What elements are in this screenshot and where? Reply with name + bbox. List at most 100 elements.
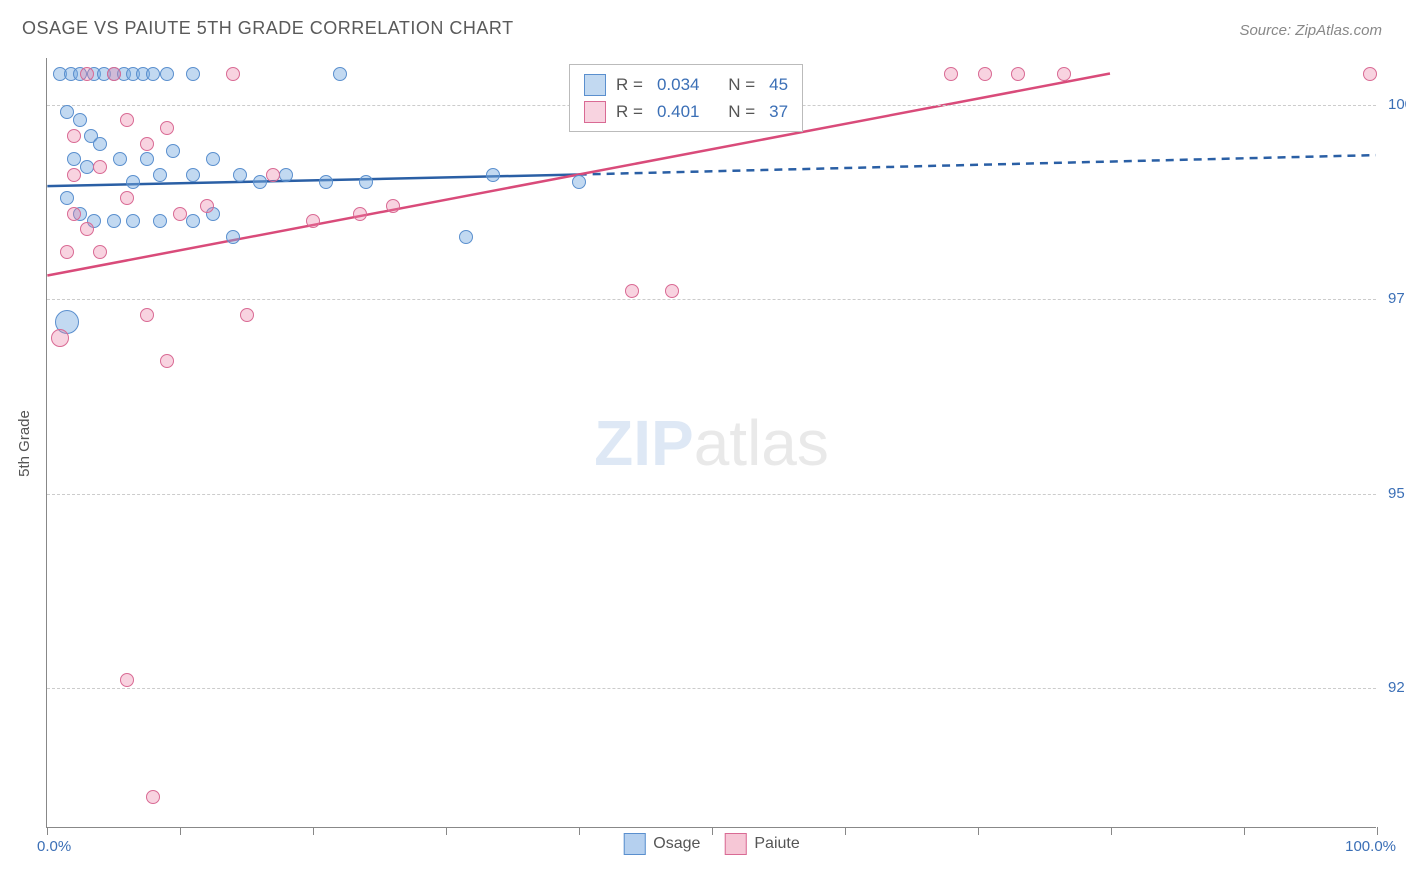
scatter-point-osage — [253, 175, 267, 189]
scatter-point-osage — [359, 175, 373, 189]
y-axis-label: 5th Grade — [16, 410, 33, 477]
scatter-point-paiute — [306, 214, 320, 228]
x-axis-min-label: 0.0% — [37, 838, 71, 855]
scatter-point-paiute — [200, 199, 214, 213]
chart-plot-area: ZIPatlas R = 0.034 N = 45 R = 0.401 N = … — [46, 58, 1376, 828]
scatter-point-osage — [126, 214, 140, 228]
legend-r-value-osage: 0.034 — [657, 71, 700, 98]
scatter-point-paiute — [978, 67, 992, 81]
scatter-point-paiute — [353, 207, 367, 221]
scatter-point-paiute — [120, 113, 134, 127]
scatter-point-osage — [146, 67, 160, 81]
y-tick-label: 95.0% — [1380, 485, 1406, 502]
x-tick — [579, 827, 580, 835]
scatter-point-osage — [73, 113, 87, 127]
y-tick-label: 97.5% — [1380, 290, 1406, 307]
scatter-point-paiute — [226, 67, 240, 81]
legend-n-value-paiute: 37 — [769, 98, 788, 125]
legend-n-label: N = — [728, 98, 755, 125]
scatter-point-paiute — [67, 129, 81, 143]
x-axis-max-label: 100.0% — [1345, 838, 1396, 855]
scatter-point-osage — [233, 168, 247, 182]
correlation-legend: R = 0.034 N = 45 R = 0.401 N = 37 — [569, 64, 803, 132]
scatter-point-osage — [459, 230, 473, 244]
chart-title: OSAGE VS PAIUTE 5TH GRADE CORRELATION CH… — [22, 18, 514, 39]
scatter-point-paiute — [93, 245, 107, 259]
scatter-point-paiute — [51, 329, 69, 347]
watermark: ZIPatlas — [594, 406, 829, 480]
scatter-point-osage — [67, 152, 81, 166]
scatter-point-osage — [126, 175, 140, 189]
scatter-point-osage — [226, 230, 240, 244]
scatter-point-osage — [60, 191, 74, 205]
series-legend-paiute: Paiute — [724, 833, 799, 855]
scatter-point-paiute — [80, 222, 94, 236]
series-legend: Osage Paiute — [623, 833, 800, 855]
scatter-point-osage — [93, 137, 107, 151]
scatter-point-paiute — [146, 790, 160, 804]
x-tick — [446, 827, 447, 835]
y-tick-label: 92.5% — [1380, 679, 1406, 696]
series-legend-osage: Osage — [623, 833, 700, 855]
source-attribution: Source: ZipAtlas.com — [1239, 22, 1382, 39]
x-tick — [180, 827, 181, 835]
scatter-point-paiute — [386, 199, 400, 213]
x-tick — [1244, 827, 1245, 835]
scatter-point-paiute — [266, 168, 280, 182]
scatter-point-paiute — [120, 673, 134, 687]
legend-row-paiute: R = 0.401 N = 37 — [584, 98, 788, 125]
watermark-rest: atlas — [694, 407, 829, 479]
scatter-point-paiute — [60, 245, 74, 259]
scatter-point-paiute — [1011, 67, 1025, 81]
x-tick — [313, 827, 314, 835]
scatter-point-paiute — [665, 284, 679, 298]
series-label-osage: Osage — [653, 835, 700, 853]
scatter-point-osage — [153, 214, 167, 228]
x-tick — [978, 827, 979, 835]
series-swatch-paiute — [724, 833, 746, 855]
scatter-point-osage — [160, 67, 174, 81]
scatter-point-osage — [186, 67, 200, 81]
scatter-point-paiute — [173, 207, 187, 221]
scatter-point-paiute — [240, 308, 254, 322]
gridline: 97.5% — [47, 299, 1376, 300]
legend-n-label: N = — [728, 71, 755, 98]
gridline: 95.0% — [47, 494, 1376, 495]
scatter-point-osage — [60, 105, 74, 119]
scatter-point-paiute — [1057, 67, 1071, 81]
legend-swatch-paiute — [584, 101, 606, 123]
watermark-bold: ZIP — [594, 407, 694, 479]
legend-swatch-osage — [584, 74, 606, 96]
scatter-point-osage — [107, 214, 121, 228]
scatter-point-paiute — [140, 308, 154, 322]
scatter-point-osage — [113, 152, 127, 166]
scatter-point-osage — [319, 175, 333, 189]
scatter-point-paiute — [1363, 67, 1377, 81]
scatter-point-osage — [279, 168, 293, 182]
scatter-point-paiute — [67, 207, 81, 221]
legend-r-label: R = — [616, 71, 643, 98]
scatter-point-paiute — [80, 67, 94, 81]
y-tick-label: 100.0% — [1380, 96, 1406, 113]
scatter-point-paiute — [160, 121, 174, 135]
x-tick — [47, 827, 48, 835]
scatter-point-osage — [486, 168, 500, 182]
x-tick — [712, 827, 713, 835]
series-swatch-osage — [623, 833, 645, 855]
gridline: 92.5% — [47, 688, 1376, 689]
scatter-point-paiute — [140, 137, 154, 151]
scatter-point-osage — [153, 168, 167, 182]
scatter-point-osage — [333, 67, 347, 81]
legend-n-value-osage: 45 — [769, 71, 788, 98]
legend-row-osage: R = 0.034 N = 45 — [584, 71, 788, 98]
x-tick — [1377, 827, 1378, 835]
legend-r-value-paiute: 0.401 — [657, 98, 700, 125]
scatter-point-osage — [572, 175, 586, 189]
series-label-paiute: Paiute — [754, 835, 799, 853]
scatter-point-paiute — [944, 67, 958, 81]
scatter-point-paiute — [107, 67, 121, 81]
scatter-point-paiute — [625, 284, 639, 298]
trendline-osage-dash — [579, 155, 1376, 174]
scatter-point-paiute — [67, 168, 81, 182]
scatter-point-osage — [80, 160, 94, 174]
